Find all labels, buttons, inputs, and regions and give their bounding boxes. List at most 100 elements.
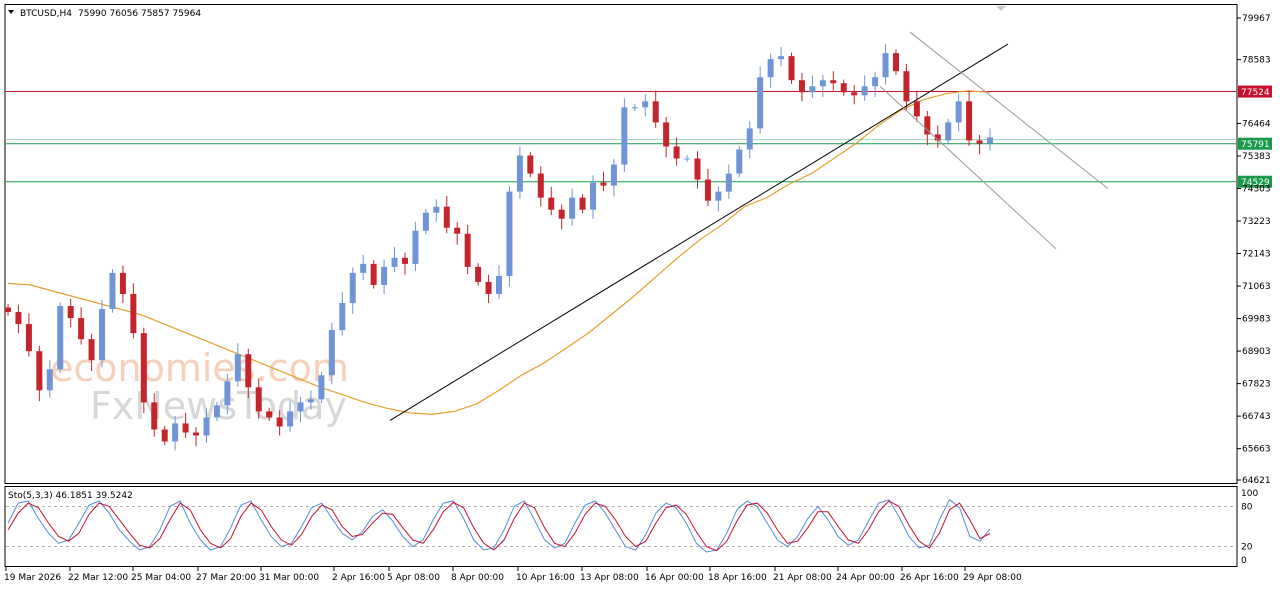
candle-body xyxy=(109,272,116,310)
time-tick-label: 2 Apr 16:00 xyxy=(332,573,385,583)
stochastic-frame xyxy=(4,486,1238,567)
candle-body xyxy=(422,212,429,231)
candle-body xyxy=(213,405,220,418)
price-tick-label: 74303 xyxy=(1242,185,1271,195)
price-tick-label: 71063 xyxy=(1242,282,1271,292)
candle-body xyxy=(130,293,137,334)
candle-body xyxy=(318,375,325,400)
candle-body xyxy=(537,173,544,198)
time-tick-label: 18 Apr 16:00 xyxy=(708,573,767,583)
candle-body xyxy=(987,137,993,144)
stoch-tick-label: 80 xyxy=(1241,502,1253,512)
price-tick-label: 68903 xyxy=(1242,347,1271,357)
candle-body xyxy=(475,266,482,282)
candle-body xyxy=(819,80,826,87)
candle-body xyxy=(193,432,200,436)
support-2-label-box xyxy=(1238,175,1272,188)
candle-body xyxy=(903,71,910,102)
candle-body xyxy=(924,116,931,135)
candle-body xyxy=(767,59,774,78)
candle-body xyxy=(872,77,879,87)
candle-body xyxy=(725,173,732,192)
candle-body xyxy=(579,197,586,210)
candle-body xyxy=(955,101,962,123)
candle-body xyxy=(360,263,367,273)
support-2-label: 74529 xyxy=(1241,178,1270,188)
time-tick-label: 21 Apr 08:00 xyxy=(773,573,832,583)
candle-body xyxy=(673,146,680,159)
candle-body xyxy=(558,209,565,219)
candle-body xyxy=(140,333,147,403)
candle-body xyxy=(694,158,701,180)
time-tick-label: 8 Apr 00:00 xyxy=(451,573,504,583)
candle-body xyxy=(892,53,899,72)
main-chart-frame xyxy=(4,4,1238,484)
dropdown-triangle-icon[interactable] xyxy=(8,10,14,14)
candle-body xyxy=(391,257,398,267)
price-tick-label: 66743 xyxy=(1242,412,1271,422)
time-tick-label: 19 Mar 2026 xyxy=(4,573,61,583)
watermark: economies.com FxNewsToday xyxy=(50,346,349,428)
price-tick-label: 79967 xyxy=(1242,14,1271,24)
horizontal-levels[interactable]: 77524 75791 74529 xyxy=(6,85,1272,189)
candle-body xyxy=(840,83,847,93)
candle-body xyxy=(600,182,607,186)
candle-body xyxy=(401,257,408,264)
candle-body xyxy=(307,399,314,403)
candle-body xyxy=(861,86,868,96)
candle-body xyxy=(454,227,461,234)
candle-body xyxy=(966,101,973,141)
candle-body xyxy=(569,197,576,219)
stoch-tick-label: 0 xyxy=(1241,556,1247,566)
candle-body xyxy=(945,122,952,141)
candle-body xyxy=(736,149,743,174)
candle-body xyxy=(224,381,231,406)
stoch-d-line xyxy=(7,500,991,552)
candle-body xyxy=(851,92,858,96)
support-1-label-box xyxy=(1238,137,1272,150)
price-tick-label: 78583 xyxy=(1242,56,1271,66)
scroll-marker-icon[interactable] xyxy=(996,6,1006,11)
resistance-label-box xyxy=(1238,85,1272,98)
candle-body xyxy=(151,402,158,430)
candle-body xyxy=(652,101,659,123)
stoch-k-line xyxy=(7,498,991,553)
time-tick-label: 26 Apr 16:00 xyxy=(900,573,959,583)
time-tick-label: 31 Mar 00:00 xyxy=(259,573,319,583)
candle-body xyxy=(349,272,356,304)
time-tick-label: 13 Apr 08:00 xyxy=(580,573,639,583)
time-tick-label: 16 Apr 00:00 xyxy=(645,573,704,583)
candle-body xyxy=(119,272,126,294)
candle-body xyxy=(506,191,513,276)
trendlines[interactable] xyxy=(389,31,1109,421)
time-tick-label: 5 Apr 08:00 xyxy=(387,573,440,583)
candle-body xyxy=(381,266,388,285)
candle-body xyxy=(67,306,74,319)
candle-body xyxy=(830,80,837,84)
candle-body xyxy=(809,86,816,93)
time-tick-label: 29 Apr 08:00 xyxy=(963,573,1022,583)
candle-body xyxy=(297,402,304,412)
candle-body xyxy=(36,351,43,391)
price-tick-label: 64621 xyxy=(1242,476,1271,486)
price-tick-label: 67823 xyxy=(1242,380,1271,390)
candle-body xyxy=(412,230,419,264)
candles xyxy=(5,44,993,451)
candle-body xyxy=(527,155,534,174)
price-tick-label: 75383 xyxy=(1242,152,1271,162)
candle-body xyxy=(255,387,262,412)
price-tick-label: 65663 xyxy=(1242,445,1271,455)
candle-body xyxy=(339,303,346,331)
candle-body xyxy=(631,107,638,109)
candle-body xyxy=(663,122,670,147)
candle-body xyxy=(266,411,273,418)
candle-body xyxy=(882,53,889,78)
candle-body xyxy=(746,128,753,150)
stoch-tick-label: 20 xyxy=(1241,543,1253,553)
time-tick-label: 22 Mar 12:00 xyxy=(68,573,128,583)
price-tick-label: 72143 xyxy=(1242,250,1271,260)
candle-body xyxy=(516,155,523,192)
ohlc-label: 75990 76056 75857 75964 xyxy=(78,9,201,19)
candle-body xyxy=(46,369,53,391)
